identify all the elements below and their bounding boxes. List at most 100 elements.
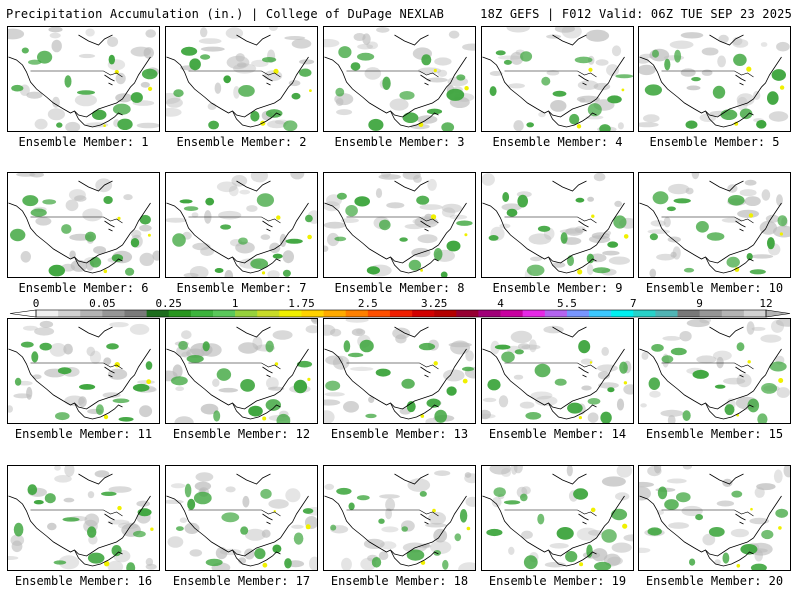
- light-precip-area: [42, 199, 57, 205]
- heavy-precip-spot: [117, 216, 121, 220]
- trace-precip-area: [756, 483, 776, 491]
- coastline: [78, 473, 113, 485]
- light-precip-area: [406, 549, 425, 561]
- trace-precip-area: [375, 188, 383, 199]
- member-label: Ensemble Member: 17: [172, 574, 311, 588]
- trace-precip-area: [574, 226, 586, 233]
- trace-precip-area: [351, 328, 366, 336]
- trace-precip-area: [244, 528, 266, 541]
- trace-precip-area: [717, 55, 726, 68]
- trace-precip-area: [65, 121, 81, 131]
- light-precip-area: [552, 90, 567, 97]
- trace-precip-area: [579, 97, 586, 103]
- heavy-precip-spot: [748, 213, 754, 218]
- trace-precip-area: [434, 470, 451, 476]
- heavy-precip-spot: [747, 360, 751, 364]
- heavy-precip-spot: [464, 233, 468, 237]
- member-label: Ensemble Member: 11: [14, 427, 153, 441]
- precip-map: [324, 27, 475, 131]
- trace-precip-area: [701, 69, 713, 76]
- trace-precip-area: [607, 556, 623, 566]
- light-precip-area: [523, 555, 538, 570]
- heavy-precip-spot: [150, 527, 154, 531]
- light-precip-area: [724, 404, 735, 416]
- trace-precip-area: [499, 223, 511, 229]
- trace-precip-area: [8, 556, 19, 560]
- trace-precip-area: [238, 342, 259, 354]
- heavy-precip-spot: [276, 215, 281, 220]
- light-precip-area: [652, 191, 669, 205]
- coastline: [166, 202, 309, 264]
- light-precip-area: [534, 363, 551, 378]
- trace-precip-area: [327, 232, 340, 247]
- member-label: Ensemble Member: 19: [488, 574, 627, 588]
- light-precip-area: [183, 206, 199, 211]
- trace-precip-area: [587, 412, 599, 423]
- light-precip-area: [172, 233, 186, 247]
- trace-precip-area: [324, 410, 335, 423]
- colorbar-swatch: [589, 310, 612, 317]
- colorbar-swatch: [544, 310, 568, 317]
- national-border: [188, 362, 281, 370]
- member-map-panel: [7, 318, 160, 424]
- trace-precip-area: [261, 529, 271, 538]
- trace-precip-area: [616, 466, 633, 478]
- trace-precip-area: [131, 230, 142, 239]
- trace-precip-area: [224, 270, 234, 277]
- colorbar-outline: [35, 309, 767, 318]
- coastline: [236, 326, 271, 338]
- coastline: [394, 180, 429, 192]
- light-precip-area: [657, 486, 668, 500]
- trace-precip-area: [200, 46, 225, 52]
- trace-precip-area: [288, 80, 301, 87]
- light-precip-area: [133, 530, 146, 538]
- light-precip-area: [565, 551, 578, 563]
- light-precip-area: [272, 544, 282, 554]
- trace-precip-area: [464, 472, 472, 478]
- trace-precip-area: [714, 559, 721, 565]
- light-precip-area: [442, 559, 449, 570]
- trace-precip-area: [260, 234, 271, 240]
- trace-precip-area: [63, 343, 73, 355]
- light-precip-area: [664, 58, 671, 71]
- heavy-precip-spot: [307, 377, 311, 381]
- colorbar-tick-label: 9: [696, 297, 703, 310]
- trace-precip-area: [238, 557, 247, 565]
- trace-precip-area: [602, 250, 620, 256]
- trace-precip-area: [54, 466, 61, 471]
- trace-precip-area: [489, 466, 512, 475]
- trace-precip-area: [381, 526, 399, 533]
- member-label: Ensemble Member: 18: [330, 574, 469, 588]
- trace-precip-area: [324, 483, 335, 490]
- light-precip-area: [296, 360, 313, 368]
- trace-precip-area: [268, 499, 289, 509]
- light-precip-area: [33, 500, 44, 505]
- coastline: [578, 74, 589, 86]
- heavy-precip-spot: [432, 508, 436, 513]
- light-precip-area: [574, 56, 593, 64]
- light-precip-area: [727, 195, 745, 206]
- light-precip-area: [171, 376, 188, 386]
- light-precip-area: [186, 355, 204, 363]
- colorbar-tick-label: 3.25: [421, 297, 448, 310]
- light-precip-area: [56, 122, 63, 128]
- trace-precip-area: [585, 115, 604, 120]
- light-precip-area: [357, 52, 375, 61]
- coastline: [709, 34, 744, 46]
- trace-precip-area: [402, 173, 421, 180]
- precip-map: [324, 173, 473, 277]
- trace-precip-area: [108, 368, 128, 380]
- trace-precip-area: [482, 173, 495, 186]
- trace-precip-area: [269, 242, 281, 254]
- light-precip-area: [187, 498, 196, 510]
- member-label: Ensemble Member: 10: [645, 281, 784, 295]
- trace-precip-area: [87, 491, 95, 499]
- trace-precip-area: [385, 498, 396, 512]
- coastline: [262, 74, 273, 86]
- trace-precip-area: [513, 120, 524, 131]
- trace-precip-area: [606, 64, 620, 77]
- trace-precip-area: [593, 173, 606, 182]
- trace-precip-area: [89, 350, 102, 364]
- light-precip-area: [378, 518, 385, 524]
- trace-precip-area: [517, 343, 531, 350]
